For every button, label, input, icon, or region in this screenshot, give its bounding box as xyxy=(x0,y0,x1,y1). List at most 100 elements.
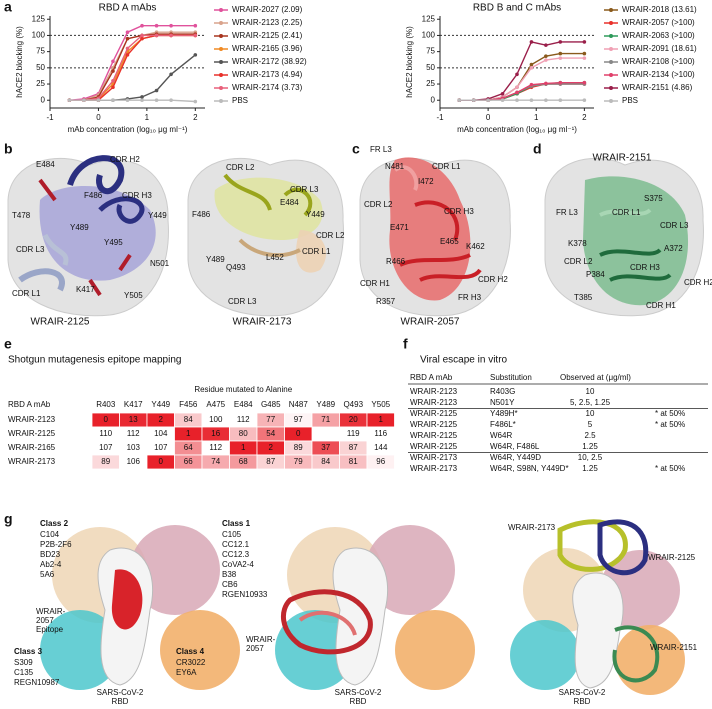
structure-label: WRAIR-2151 xyxy=(650,643,698,652)
x-tick-label: 1 xyxy=(145,113,150,122)
data-point xyxy=(582,40,587,44)
structure-label: RBD xyxy=(112,697,129,706)
cell-value: 116 xyxy=(374,429,387,438)
legend-label: WRAIR-2125 (2.41) xyxy=(232,31,303,40)
table-cell: WRAIR-2123 xyxy=(410,398,458,407)
legend-dot xyxy=(219,47,223,51)
structure-label: CDR L3 xyxy=(16,245,45,254)
y-tick-label: 50 xyxy=(36,63,45,72)
table-cell: Y489H* xyxy=(490,409,518,418)
cell-value: 20 xyxy=(349,415,358,424)
table-cell: WRAIR-2125 xyxy=(410,420,458,429)
table-cell: 5, 2.5, 1.25 xyxy=(570,398,611,407)
cell-value: 79 xyxy=(294,457,303,466)
data-point xyxy=(154,33,159,38)
y-tick-label: 0 xyxy=(41,95,46,104)
structure-2057 xyxy=(359,157,511,317)
cell-value: 110 xyxy=(99,429,112,438)
cell-value: 112 xyxy=(127,429,140,438)
cell-value: 2 xyxy=(159,415,164,424)
table-cell: * at 50% xyxy=(655,464,685,473)
data-point xyxy=(544,54,548,58)
structure-label: CDR H2 xyxy=(110,155,140,164)
structure-label: Y489 xyxy=(206,255,225,264)
legend-label: WRAIR-2174 (3.73) xyxy=(232,83,303,92)
y-tick-label: 50 xyxy=(426,63,435,72)
cell-value: 0 xyxy=(296,429,301,438)
structure-label: R357 xyxy=(376,297,396,306)
series-line xyxy=(69,31,196,101)
column-header: G485 xyxy=(261,400,281,409)
cell-value: 107 xyxy=(154,443,168,452)
row-name: WRAIR-2123 xyxy=(8,415,56,424)
legend-label: WRAIR-2151 (4.86) xyxy=(622,83,693,92)
rbd-complex-left xyxy=(40,525,240,690)
legend-dot xyxy=(609,34,613,38)
legend-dot xyxy=(219,99,223,103)
series-line xyxy=(459,83,585,101)
cell-value: 2 xyxy=(269,443,274,452)
structure-label: CDR H1 xyxy=(646,301,676,310)
table-cell: WRAIR-2125 xyxy=(410,442,458,451)
legend-label: WRAIR-2165 (3.96) xyxy=(232,44,303,53)
structure-label: T385 xyxy=(574,293,593,302)
structure-label: C104 xyxy=(40,530,60,539)
data-point xyxy=(111,69,115,73)
structure-label: RBD xyxy=(350,697,367,706)
structure-label: Class 2 xyxy=(40,519,69,528)
row-header: RBD A mAb xyxy=(8,400,51,409)
cell-value: 104 xyxy=(154,429,168,438)
structure-label: P2B-2F6 xyxy=(40,540,72,549)
data-point xyxy=(193,53,198,57)
legend-dot xyxy=(609,73,613,77)
data-point xyxy=(154,23,159,28)
data-point xyxy=(582,98,587,103)
x-tick-label: 2 xyxy=(582,113,587,122)
cell-value: 97 xyxy=(294,415,303,424)
structure-label: CC12.3 xyxy=(222,550,250,559)
structure-label: WRAIR- xyxy=(36,607,66,616)
data-point xyxy=(193,33,198,38)
structure-label: Class 1 xyxy=(222,519,251,528)
legend-label: WRAIR-2018 (13.61) xyxy=(622,5,697,14)
structure-label: CDR L1 xyxy=(612,208,641,217)
structure-label: CDR L2 xyxy=(364,200,393,209)
structure-label: Y505 xyxy=(124,291,143,300)
x-tick-label: -1 xyxy=(46,113,54,122)
data-point xyxy=(82,98,86,103)
cell-value: 106 xyxy=(127,457,141,466)
column-group: Residue mutated to Alanine xyxy=(194,385,292,394)
table-cell: 2.5 xyxy=(584,431,596,440)
structure-label: K462 xyxy=(466,242,485,251)
structure-label: Class 4 xyxy=(176,647,205,656)
cell-value: 87 xyxy=(266,457,275,466)
structure-label: C105 xyxy=(222,530,242,539)
panel-label: a xyxy=(4,0,12,15)
x-axis-label: mAb concentration (log₁₀ μg ml⁻¹) xyxy=(68,125,188,134)
structure-label: FR L3 xyxy=(556,208,578,217)
structure-2151 xyxy=(544,158,704,317)
structure-label: E484 xyxy=(36,160,55,169)
structure-label: CDR H2 xyxy=(478,275,508,284)
legend-dot xyxy=(219,73,223,77)
data-point xyxy=(529,82,534,87)
data-point xyxy=(558,56,563,60)
table-cell: W64R, S98N, Y449D* xyxy=(490,464,569,473)
table-cell: WRAIR-2173 xyxy=(410,453,458,462)
y-tick-label: 75 xyxy=(36,47,45,56)
series-line xyxy=(459,52,585,101)
legend-label: WRAIR-2134 (>100) xyxy=(622,70,695,79)
panel-label: f xyxy=(403,336,408,352)
structure-label: N501 xyxy=(150,259,170,268)
legend-dot xyxy=(609,86,613,90)
data-point xyxy=(558,80,563,85)
table-cell: 10, 2.5 xyxy=(578,453,603,462)
y-tick-label: 125 xyxy=(32,14,46,23)
data-point xyxy=(154,98,159,103)
column-header: R403 xyxy=(96,400,116,409)
cell-value: 144 xyxy=(374,443,388,452)
y-axis-label: hACE2 blocking (%) xyxy=(405,26,414,98)
data-point xyxy=(529,40,534,44)
series-line xyxy=(459,82,585,101)
y-tick-label: 100 xyxy=(32,31,46,40)
